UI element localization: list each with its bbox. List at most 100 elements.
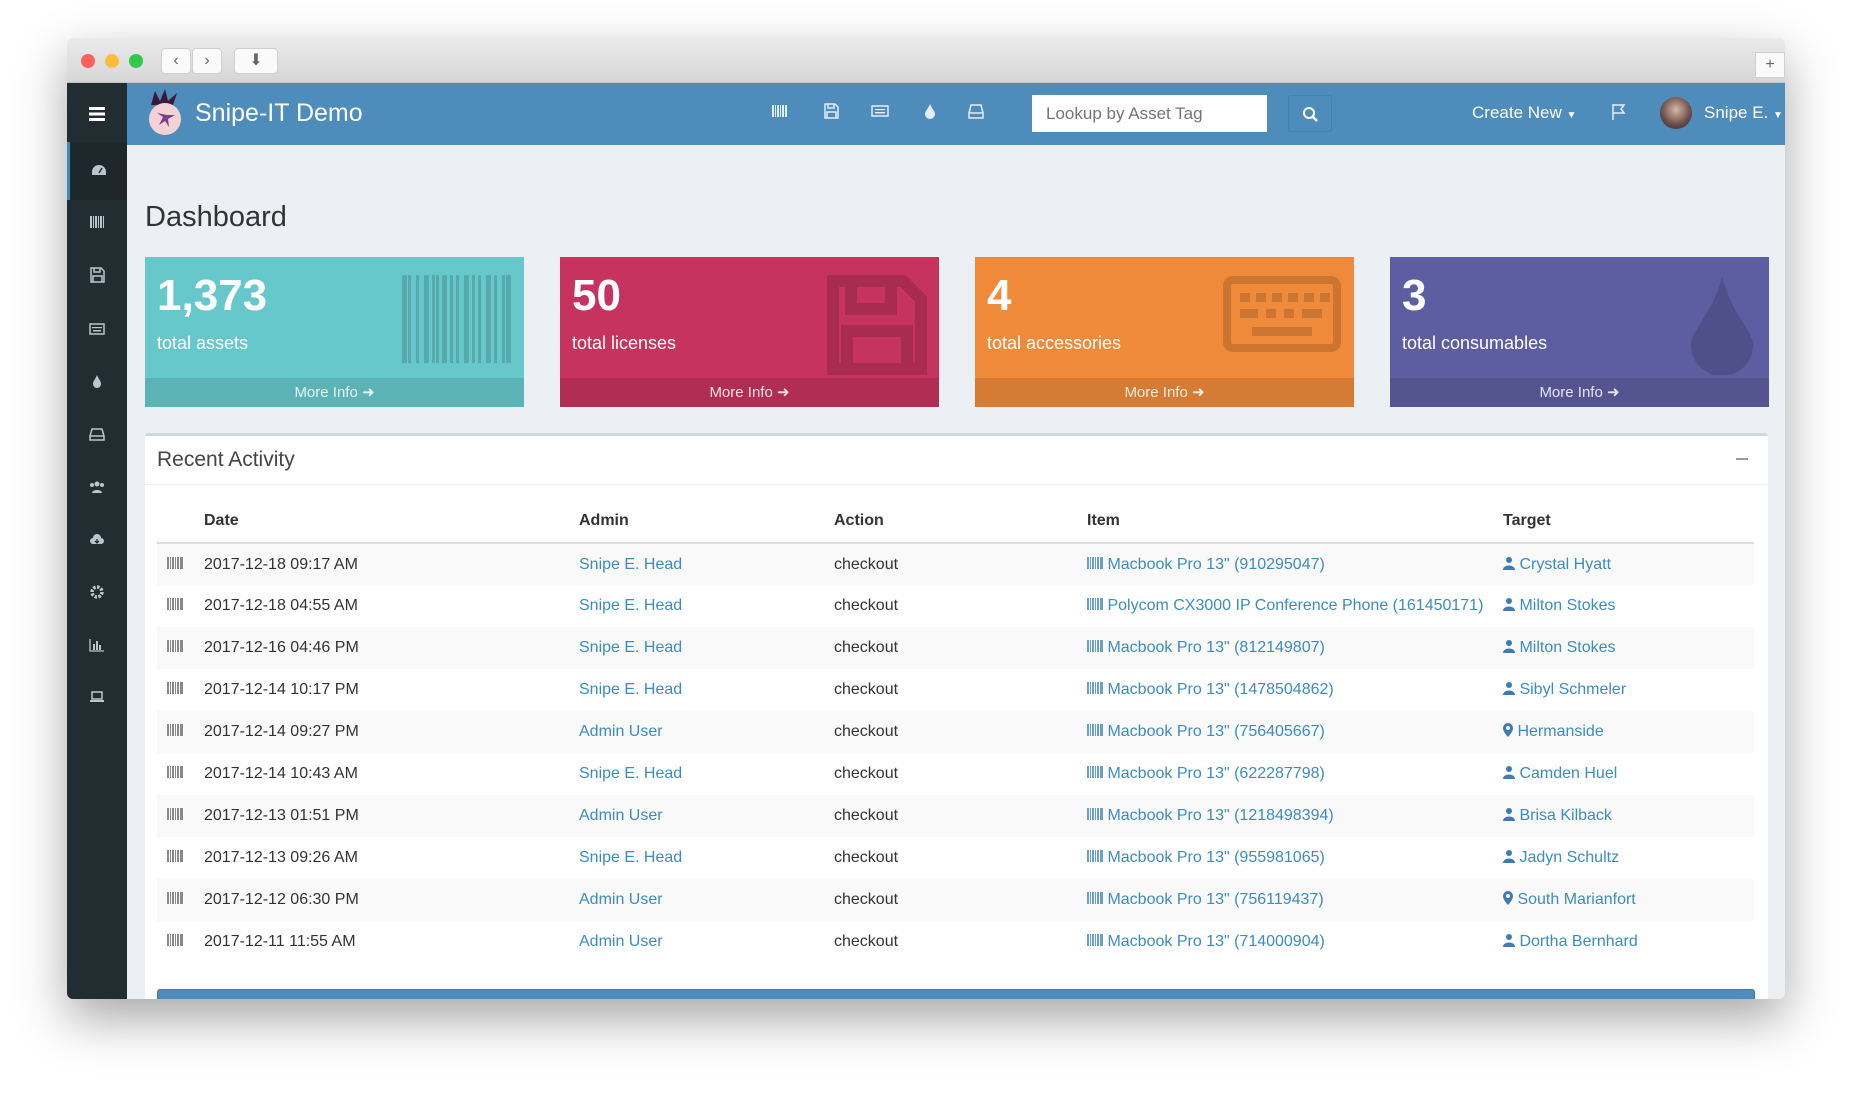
consumables-nav-icon[interactable]	[924, 103, 936, 119]
admin-link[interactable]: Snipe E. Head	[579, 681, 683, 698]
date-cell: 2017-12-18 04:55 AM	[204, 597, 358, 614]
column-header-date[interactable]: Date	[204, 500, 579, 544]
admin-link[interactable]: Admin User	[579, 807, 663, 824]
target-link[interactable]: South Marianfort	[1503, 891, 1636, 908]
close-window-button[interactable]	[81, 54, 95, 68]
page-title: Dashboard	[145, 201, 287, 233]
target-link[interactable]: Jadyn Schultz	[1503, 849, 1619, 866]
item-link[interactable]: Macbook Pro 13" (955981065)	[1087, 849, 1325, 866]
sidebar-item-chart[interactable]	[67, 622, 127, 668]
admin-link[interactable]: Admin User	[579, 891, 663, 908]
target-link[interactable]: Milton Stokes	[1503, 597, 1616, 614]
barcode-icon	[1087, 640, 1103, 652]
item-link[interactable]: Macbook Pro 13" (812149807)	[1087, 639, 1325, 656]
asset-tag-search-input[interactable]	[1032, 95, 1267, 132]
flag-icon[interactable]	[1611, 103, 1627, 121]
admin-link[interactable]: Snipe E. Head	[579, 765, 683, 782]
accessories-nav-icon[interactable]	[871, 103, 889, 119]
stat-value: 1,373	[157, 271, 268, 320]
sidebar-toggle[interactable]	[67, 83, 127, 145]
admin-link[interactable]: Admin User	[579, 933, 663, 950]
maximize-window-button[interactable]	[129, 54, 143, 68]
table-row: 2017-12-12 06:30 PM Admin User checkout …	[157, 879, 1754, 921]
item-type-cell	[157, 543, 204, 585]
item-label: Macbook Pro 13" (955981065)	[1107, 849, 1325, 866]
target-link[interactable]: Dortha Bernhard	[1503, 933, 1638, 950]
sidebar-item-cloud-download[interactable]	[67, 517, 127, 563]
tint-icon	[1691, 277, 1753, 376]
more-info-link[interactable]: More Info ➜	[560, 378, 939, 407]
download-button[interactable]: ⬇	[234, 48, 278, 74]
minimize-window-button[interactable]	[105, 54, 119, 68]
sidebar-item-floppy[interactable]	[67, 252, 127, 298]
view-all-button[interactable]: View All	[157, 989, 1755, 999]
back-button[interactable]: ‹	[161, 48, 191, 74]
column-header-admin[interactable]: Admin	[579, 500, 834, 544]
sidebar-item-keyboard[interactable]	[67, 306, 127, 352]
item-link[interactable]: Macbook Pro 13" (756405667)	[1087, 723, 1325, 740]
admin-link[interactable]: Snipe E. Head	[579, 849, 683, 866]
target-link[interactable]: Brisa Kilback	[1503, 807, 1612, 824]
sidebar-item-users[interactable]	[67, 464, 127, 510]
date-cell: 2017-12-14 10:43 AM	[204, 765, 358, 782]
create-new-dropdown[interactable]: Create New ▼	[1472, 103, 1576, 123]
assets-nav-icon[interactable]	[772, 103, 788, 119]
avatar[interactable]	[1660, 97, 1692, 129]
sidebar-item-laptop[interactable]	[67, 674, 127, 720]
column-header-item[interactable]: Item	[1087, 500, 1503, 544]
table-row: 2017-12-11 11:55 AM Admin User checkout …	[157, 921, 1754, 963]
barcode-icon	[1087, 724, 1103, 736]
new-tab-button[interactable]: +	[1755, 52, 1785, 78]
admin-link[interactable]: Snipe E. Head	[579, 555, 683, 573]
barcode-icon	[1087, 766, 1103, 778]
admin-link[interactable]: Snipe E. Head	[579, 639, 683, 656]
sidebar-item-gear[interactable]	[67, 569, 127, 615]
admin-link[interactable]: Snipe E. Head	[579, 597, 683, 614]
forward-button[interactable]: ›	[192, 48, 222, 74]
item-link[interactable]: Macbook Pro 13" (714000904)	[1087, 933, 1325, 950]
column-header-target[interactable]: Target	[1503, 500, 1754, 544]
barcode-icon	[167, 682, 183, 694]
table-row: 2017-12-18 04:55 AM Snipe E. Head checko…	[157, 585, 1754, 627]
barcode-icon	[1087, 850, 1103, 862]
search-button[interactable]	[1288, 95, 1332, 132]
brand-link[interactable]: Snipe-IT Demo	[143, 89, 363, 137]
divider	[145, 484, 1768, 485]
item-link[interactable]: Macbook Pro 13" (1218498394)	[1087, 807, 1334, 824]
target-link[interactable]: Sibyl Schmeler	[1503, 681, 1626, 698]
item-link[interactable]: Macbook Pro 13" (1478504862)	[1087, 681, 1334, 698]
item-type-cell	[157, 627, 204, 669]
chart-icon	[89, 639, 104, 652]
target-link[interactable]: Hermanside	[1503, 723, 1604, 740]
sidebar-item-barcode[interactable]	[67, 199, 127, 245]
app-title: Snipe-IT Demo	[195, 98, 363, 127]
map-marker-icon	[1503, 891, 1513, 905]
admin-link[interactable]: Admin User	[579, 723, 663, 740]
cloud-download-icon	[90, 534, 104, 544]
more-info-link[interactable]: More Info ➜	[145, 378, 524, 407]
barcode-icon	[1087, 934, 1103, 946]
user-menu-dropdown[interactable]: Snipe E. ▼	[1704, 103, 1783, 123]
more-info-link[interactable]: More Info ➜	[975, 378, 1354, 407]
collapse-button[interactable]	[1736, 458, 1748, 460]
target-link[interactable]: Camden Huel	[1503, 765, 1617, 782]
target-link[interactable]: Crystal Hyatt	[1503, 556, 1611, 573]
target-label: Hermanside	[1517, 723, 1604, 740]
action-cell: checkout	[834, 627, 1087, 669]
barcode-icon	[90, 216, 104, 228]
licenses-nav-icon[interactable]	[823, 103, 839, 119]
item-link[interactable]: Polycom CX3000 IP Conference Phone (1614…	[1087, 597, 1483, 614]
item-type-cell	[157, 711, 204, 753]
sidebar-item-hdd[interactable]	[67, 411, 127, 457]
target-link[interactable]: Milton Stokes	[1503, 639, 1616, 656]
more-info-link[interactable]: More Info ➜	[1390, 378, 1769, 407]
item-link[interactable]: Macbook Pro 13" (622287798)	[1087, 765, 1325, 782]
sidebar-item-tint[interactable]	[67, 358, 127, 404]
item-link[interactable]: Macbook Pro 13" (756119437)	[1087, 891, 1324, 908]
components-nav-icon[interactable]	[968, 103, 984, 119]
item-type-cell	[157, 921, 204, 963]
sidebar-item-dashboard[interactable]	[67, 142, 127, 200]
item-link[interactable]: Macbook Pro 13" (910295047)	[1087, 556, 1325, 573]
barcode-icon	[402, 275, 511, 363]
column-header-action[interactable]: Action	[834, 500, 1087, 544]
